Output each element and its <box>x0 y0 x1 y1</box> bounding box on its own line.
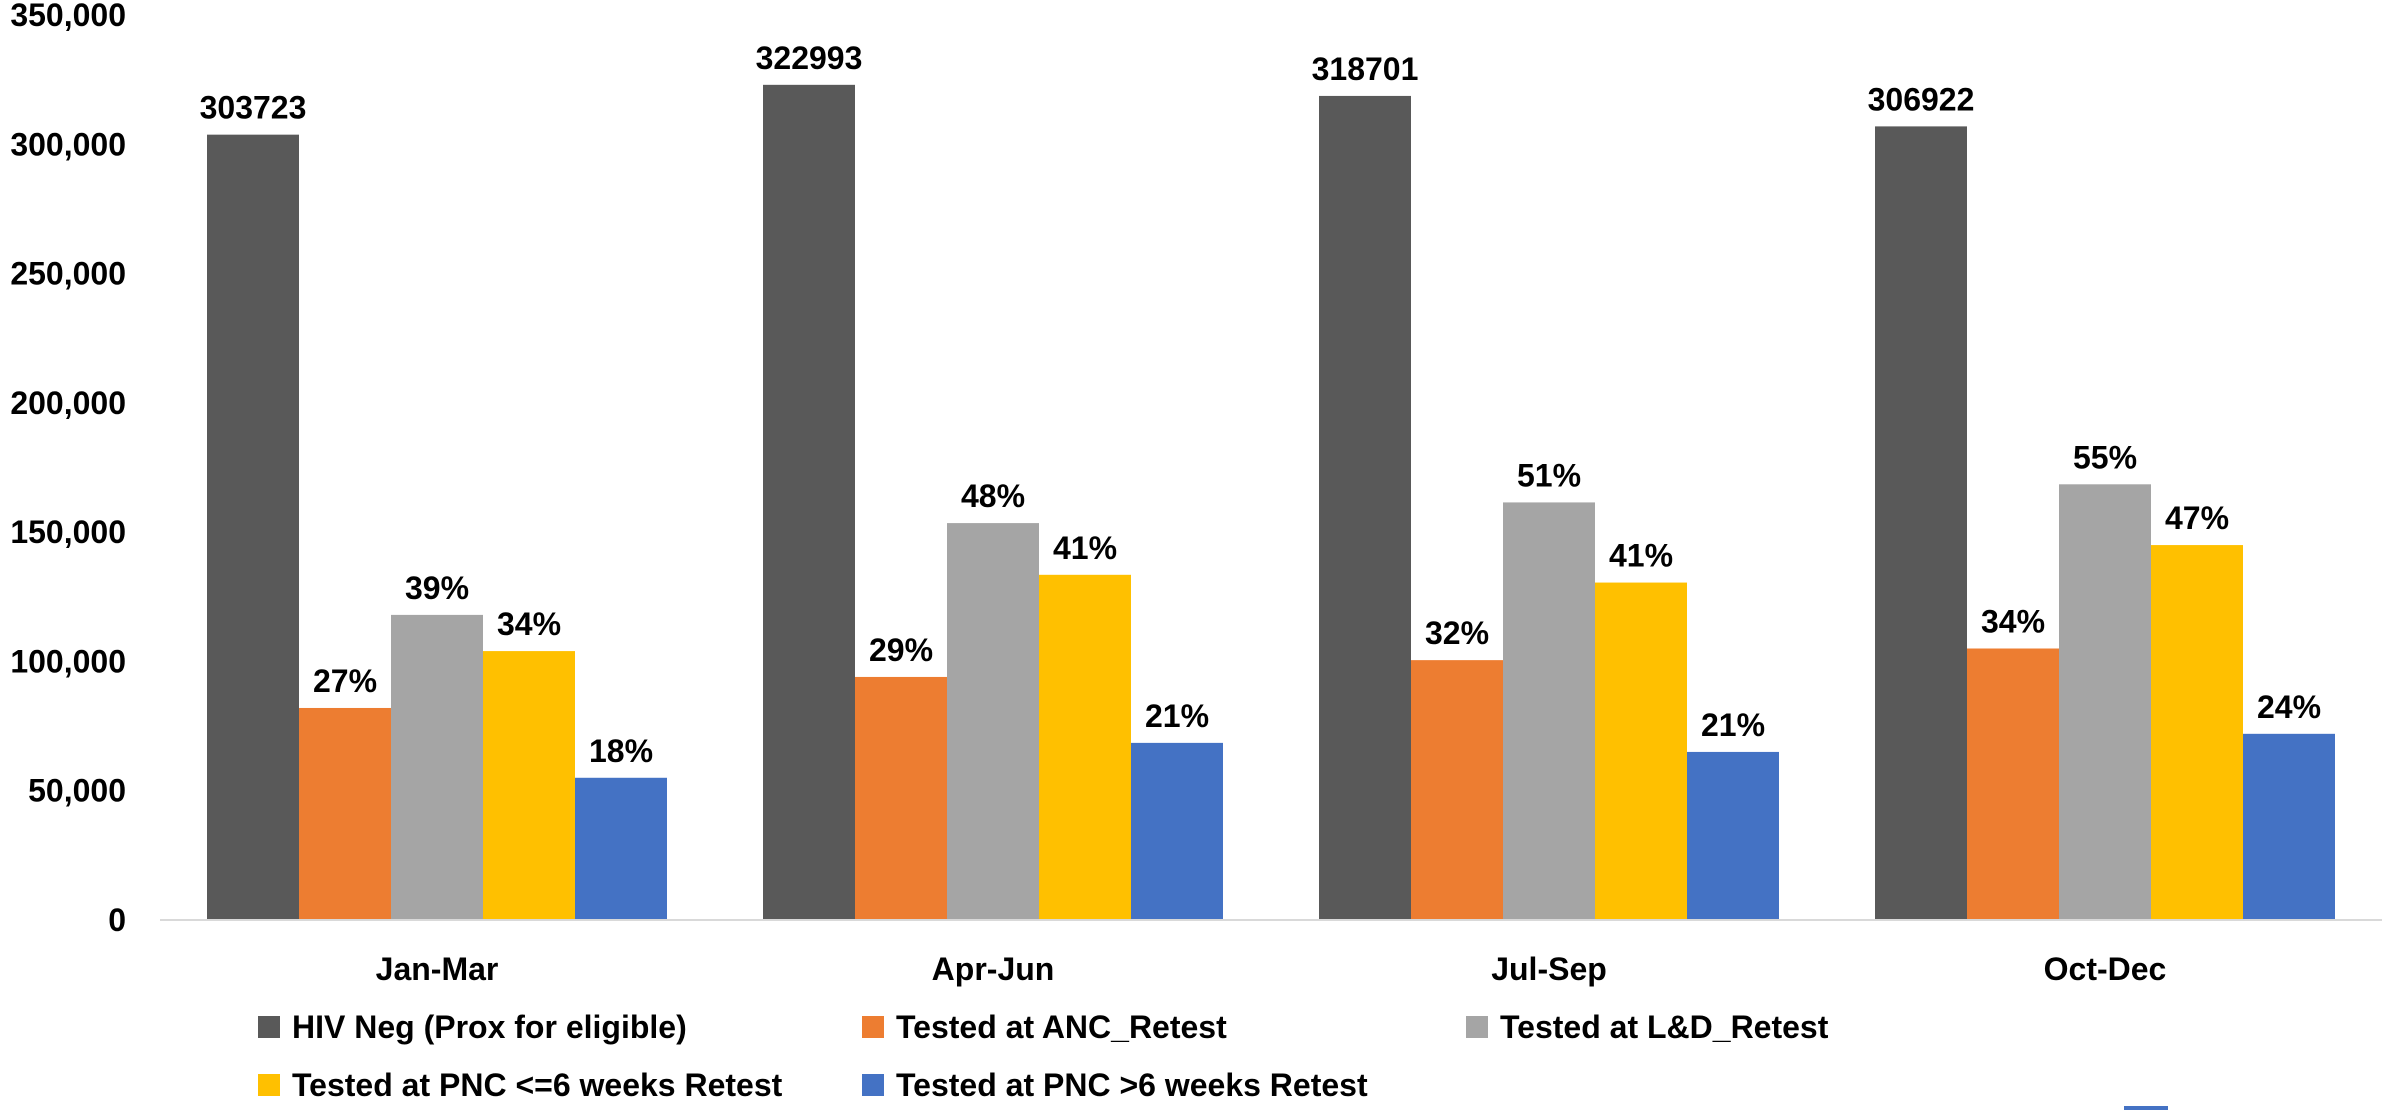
legend-entry: HIV Neg (Prox for eligible) <box>292 1009 687 1045</box>
x-tick-label: Oct-Dec <box>2044 951 2167 987</box>
data-label: 51% <box>1517 457 1581 493</box>
x-tick-label: Apr-Jun <box>932 951 1055 987</box>
bar <box>855 676 947 920</box>
data-label: 41% <box>1053 530 1117 566</box>
legend-entry: Tested at PNC >6 weeks Retest <box>896 1067 1368 1103</box>
data-label: 21% <box>1701 707 1765 743</box>
legend-entry: Tested at ANC_Retest <box>896 1009 1227 1045</box>
legend-swatch <box>1466 1016 1488 1038</box>
data-label: 55% <box>2073 439 2137 475</box>
data-label: 318701 <box>1312 51 1419 87</box>
legend-swatch <box>258 1074 280 1096</box>
data-label: 322993 <box>756 40 863 76</box>
legend-entry: Tested at PNC <=6 weeks Retest <box>292 1067 783 1103</box>
data-label: 18% <box>589 733 653 769</box>
data-label: 303723 <box>200 90 307 126</box>
bar <box>207 134 299 920</box>
decorative-mark <box>2124 1106 2168 1110</box>
bar <box>947 523 1039 920</box>
bars-area <box>207 84 2335 921</box>
y-tick-label: 0 <box>108 902 126 938</box>
bar <box>2151 545 2243 920</box>
data-label: 39% <box>405 570 469 606</box>
data-label: 48% <box>961 478 1025 514</box>
data-label: 29% <box>869 632 933 668</box>
bar <box>1411 660 1503 920</box>
bar <box>2059 484 2151 920</box>
data-label: 34% <box>1981 604 2045 640</box>
legend-swatch <box>862 1016 884 1038</box>
bar <box>299 707 391 920</box>
bar <box>575 777 667 920</box>
y-tick-label: 100,000 <box>10 643 126 679</box>
bar <box>1595 582 1687 920</box>
data-label: 306922 <box>1868 81 1975 117</box>
x-tick-label: Jul-Sep <box>1491 951 1607 987</box>
data-label: 32% <box>1425 615 1489 651</box>
bar <box>1131 742 1223 920</box>
y-tick-label: 50,000 <box>28 773 126 809</box>
bar <box>1875 126 1967 921</box>
bar <box>1503 502 1595 920</box>
y-tick-label: 150,000 <box>10 514 126 550</box>
data-label: 34% <box>497 606 561 642</box>
bar <box>1967 648 2059 920</box>
legend: HIV Neg (Prox for eligible) Tested at ANC… <box>258 1009 2168 1110</box>
bar <box>1687 751 1779 920</box>
data-labels: 303723 27% 39% 34% 18% 322993 29% 48% 41% 21% 3187… <box>200 40 2321 769</box>
y-tick-label: 250,000 <box>10 256 126 292</box>
bar <box>2243 733 2335 920</box>
legend-entry: Tested at L&D_Retest <box>1500 1009 1829 1045</box>
bar <box>1319 95 1411 920</box>
data-label: 24% <box>2257 689 2321 725</box>
data-label: 41% <box>1609 538 1673 574</box>
y-tick-label: 300,000 <box>10 126 126 162</box>
y-tick-label: 350,000 <box>10 0 126 33</box>
data-label: 21% <box>1145 698 1209 734</box>
bar <box>391 614 483 920</box>
data-label: 27% <box>313 663 377 699</box>
x-tick-label: Jan-Mar <box>376 951 499 987</box>
bar <box>763 84 855 920</box>
y-axis: 0 50,000 100,000 150,000 200,000 250,000 300,0… <box>10 0 126 938</box>
legend-swatch <box>258 1016 280 1038</box>
data-label: 47% <box>2165 500 2229 536</box>
y-tick-label: 200,000 <box>10 385 126 421</box>
bar <box>483 651 575 920</box>
bar <box>1039 574 1131 920</box>
legend-swatch <box>862 1074 884 1096</box>
x-axis: Jan-Mar Apr-Jun Jul-Sep Oct-Dec <box>376 951 2167 987</box>
